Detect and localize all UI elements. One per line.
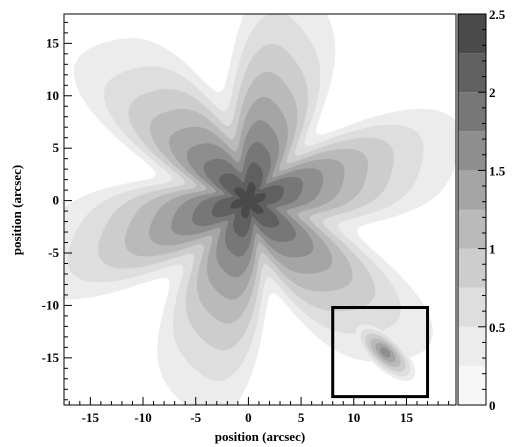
x-axis: -15 -10 -5 0 5 10 15 [68, 397, 450, 425]
y-tick-label: -15 [42, 350, 60, 365]
y-tick-label: -10 [42, 297, 59, 312]
x-tick-label: -5 [190, 410, 201, 425]
colorbar-band [458, 326, 486, 366]
colorbar-band [458, 365, 486, 405]
colorbar-band [458, 209, 486, 249]
colorbar-tick-label: 2.5 [489, 7, 506, 22]
contour-band [231, 182, 265, 218]
secondary-source-band [380, 347, 391, 358]
y-axis-label: position (arcsec) [9, 165, 24, 255]
y-tick-label: 0 [53, 193, 60, 208]
colorbar-tick-label: 0.5 [489, 320, 506, 335]
colorbar-tick-label: 0 [489, 398, 496, 413]
plot-frame [63, 13, 457, 406]
x-tick-label: 15 [400, 410, 414, 425]
colorbar-band [458, 248, 486, 288]
colorbar-tick-label: 1.5 [489, 163, 506, 178]
highlight-box [331, 306, 430, 399]
x-axis-label: position (arcsec) [215, 429, 305, 444]
x-tick-label: 10 [347, 410, 360, 425]
colorbar-band [458, 14, 486, 54]
x-tick-label: -15 [82, 410, 100, 425]
colorbar-band [458, 131, 486, 171]
highlight-region [331, 306, 430, 399]
colorbar-band [458, 287, 486, 327]
y-tick-label: 15 [46, 35, 60, 50]
y-axis: 15 10 5 0 -5 -10 -15 [42, 21, 72, 401]
colorbar: 2.5 2 1.5 1 0.5 0 [457, 7, 506, 413]
colorbar-frame [457, 13, 487, 406]
colorbar-tick-label: 2 [489, 85, 496, 100]
y-tick-label: 5 [53, 140, 60, 155]
y-tick-label: -5 [48, 245, 59, 260]
y-tick-label: 10 [46, 88, 59, 103]
colorbar-band [458, 53, 486, 93]
colorbar-band [458, 92, 486, 132]
x-tick-label: -10 [134, 410, 151, 425]
x-tick-label: 0 [245, 410, 252, 425]
colorbar-band [458, 170, 486, 210]
colorbar-tick-label: 1 [489, 242, 496, 257]
x-tick-label: 5 [298, 410, 305, 425]
